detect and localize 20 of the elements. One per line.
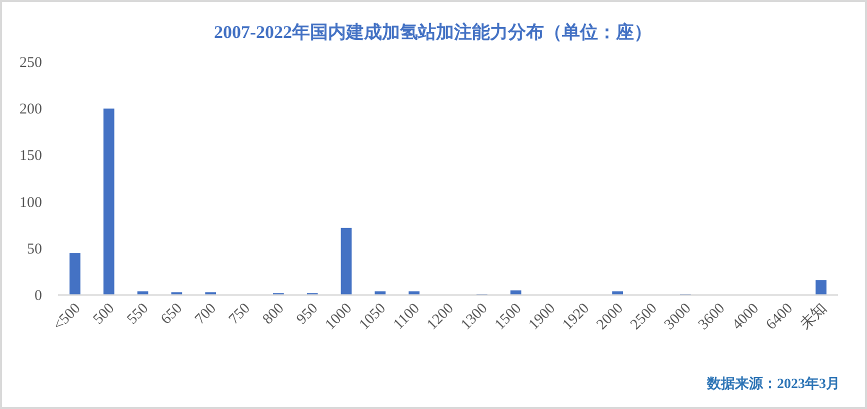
x-tick-label: 800: [260, 300, 288, 328]
x-tick-label: 550: [124, 300, 152, 328]
y-tick-label: 0: [34, 288, 42, 304]
x-tick-label: <500: [50, 300, 84, 334]
source-note: 数据来源：2023年3月: [706, 376, 840, 392]
x-tick-label: 950: [294, 300, 322, 328]
y-tick-label: 50: [27, 241, 42, 258]
x-tick-label: 未知: [796, 300, 830, 334]
x-tick-label: 500: [90, 300, 118, 328]
x-tick-label: 650: [158, 300, 186, 328]
x-tick-label: 6400: [763, 300, 796, 334]
y-tick-label: 250: [20, 55, 42, 71]
y-tick-label: 150: [20, 148, 42, 164]
y-tick-label: 200: [20, 102, 42, 118]
chart-title: 2007-2022年国内建成加氢站加注能力分布（单位：座）: [214, 22, 652, 42]
y-tick-label: 100: [20, 194, 42, 211]
x-tick-label: 700: [192, 300, 220, 328]
x-tick-label: 750: [226, 300, 254, 328]
x-tick-label: 1100: [390, 300, 423, 333]
x-tick-label: 4000: [730, 300, 762, 334]
